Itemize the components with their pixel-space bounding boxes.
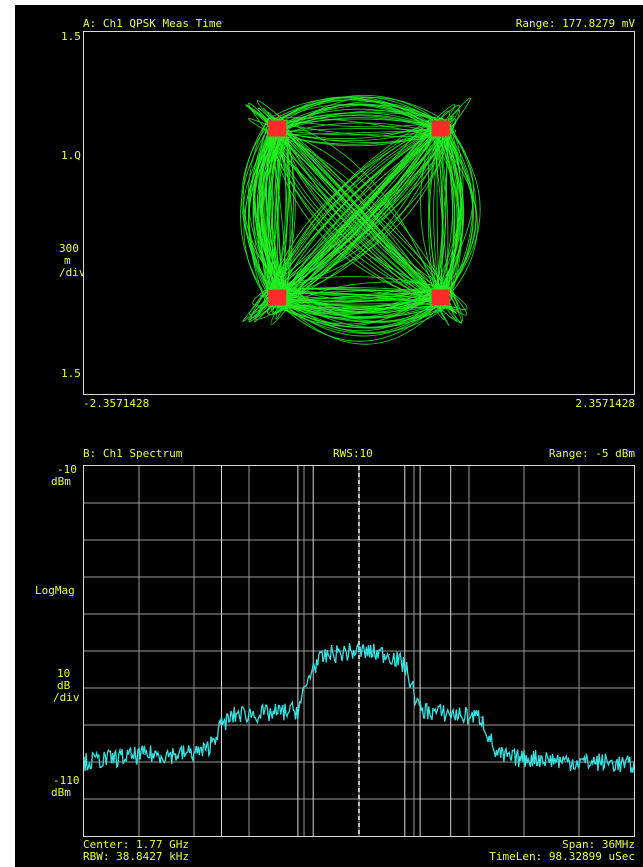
spectrum-data-point: [633, 765, 634, 767]
constellation-symbol-point-4: [431, 289, 450, 306]
spectrum-data-point: [495, 754, 498, 756]
spectrum-data-point: [312, 665, 314, 667]
spectrum-data-point: [404, 665, 406, 667]
panel-b-range: Range: -5 dBm: [548, 447, 635, 460]
panel-a-y-mid: 1.Q: [61, 149, 81, 162]
constellation-plot-area: [83, 31, 635, 395]
panel-b-center-label: RWS:10: [333, 447, 373, 460]
spectrum-data-point: [84, 761, 85, 763]
panel-a-y-top: 1.5: [61, 30, 81, 43]
spectrum-data-point: [511, 757, 513, 759]
panel-b-y-scale-label: LogMag: [35, 584, 75, 597]
panel-b-y-top-value: -10: [57, 463, 77, 476]
panel-b-y-bottom-value: -110: [53, 774, 80, 787]
spectrum-data-point: [175, 754, 177, 756]
analyzer-screen: A: Ch1 QPSK Meas Time Range: 177.8279 mV…: [15, 5, 643, 867]
spectrum-data-point: [236, 713, 238, 715]
panel-a-y-div-unit: m: [64, 254, 71, 267]
spectrum-data-point: [266, 713, 268, 715]
spectrum-data-point: [220, 724, 223, 726]
spectrum-data-point: [480, 717, 482, 719]
panel-b-y-div-suffix: /div: [53, 691, 80, 704]
constellation-symbol-point-2: [431, 120, 450, 137]
spectrum-data-point: [419, 709, 421, 711]
panel-b-title: B: Ch1 Spectrum: [83, 447, 183, 460]
constellation-symbol-point-3: [268, 289, 287, 306]
spectrum-data-point: [297, 709, 299, 711]
constellation-diagram: [240, 94, 481, 345]
panel-a-y-div-value: 300: [59, 242, 79, 255]
panel-b-y-div-unit: dB: [57, 679, 71, 692]
panel-b-footer-rbw: RBW: 38.8427 kHz: [83, 850, 189, 863]
panel-a-x-left: -2.3571428: [83, 397, 150, 410]
panel-a-title: A: Ch1 QPSK Meas Time: [83, 17, 223, 30]
spectrum-chart: [84, 466, 634, 836]
spectrum-data-point: [541, 757, 543, 759]
panel-a-range: Range: 177.8279 mV: [515, 17, 635, 30]
panel-b-y-top-unit: dBm: [51, 475, 71, 488]
panel-b-y-div-value: 10: [57, 667, 71, 680]
spectrum-data-point: [450, 713, 452, 715]
panel-b-footer-timelen: TimeLen: 98.32899 uSec: [489, 850, 635, 863]
spectrum-data-point: [327, 654, 329, 656]
spectrum-data-point: [572, 761, 574, 763]
spectrum-data-point: [602, 761, 605, 763]
spectrum-data-point: [205, 750, 207, 752]
panel-b-footer-center: Center: 1.77 GHz: [83, 838, 189, 851]
panel-a-x-right: 2.3571428: [575, 397, 635, 410]
spectrum-data-point: [389, 654, 391, 656]
constellation-symbol-point-1: [268, 120, 287, 137]
panel-a-y-bottom: 1.5: [61, 367, 81, 380]
spectrum-data-point: [114, 757, 116, 759]
spectrum-data-point: [358, 650, 360, 652]
spectrum-plot-area: [83, 465, 635, 837]
spectrum-trace: [84, 642, 634, 773]
panel-a-y-div-suffix: /div: [59, 266, 86, 279]
panel-b-y-bottom-unit: dBm: [51, 786, 71, 799]
spectrum-data-point: [144, 754, 146, 756]
iq-trajectory-traces: [240, 94, 481, 345]
panel-b-footer-span: Span: 36MHz: [562, 838, 635, 851]
